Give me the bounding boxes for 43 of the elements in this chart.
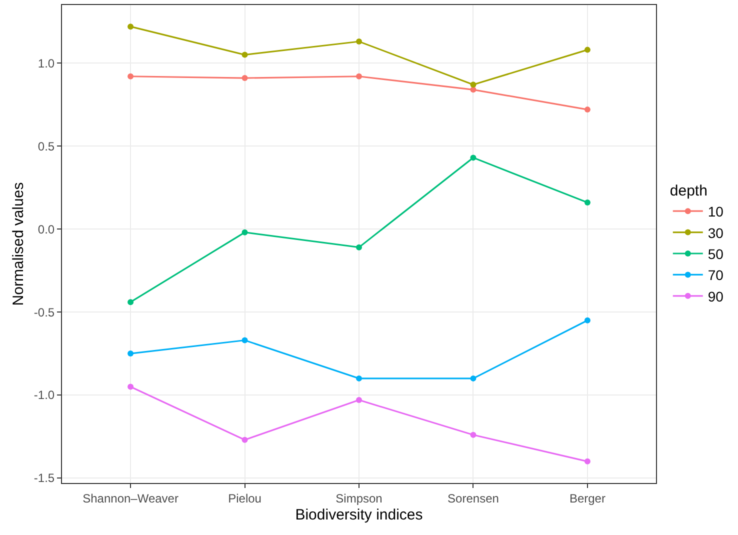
point [128,384,134,390]
point [242,52,248,58]
legend-label: 10 [708,204,724,220]
y-tick-label: 1.0 [38,56,55,70]
x-tick-label: Pielou [228,491,262,506]
point [242,75,248,82]
point [584,46,590,53]
point [584,200,590,206]
legend-label: 70 [708,267,724,284]
point [470,154,476,161]
point [128,299,134,306]
x-tick-label: Shannon–Weaver [82,491,178,506]
y-tick-label: -1.5 [34,471,55,486]
point [242,436,248,443]
x-axis-title: Biodiversity indices [295,506,423,524]
point [356,38,362,45]
legend-title: depth [670,182,708,200]
point [128,24,134,30]
x-tick-label: Sorensen [448,491,499,506]
point [584,106,590,113]
x-tick-label: Simpson [336,491,382,506]
point [470,82,476,88]
point [470,432,476,438]
y-tick-label: 0.5 [38,139,55,154]
point [356,244,362,250]
y-tick-label: 0.0 [38,222,55,236]
point [356,73,362,80]
point [584,458,590,464]
y-tick-label: -0.5 [34,305,55,320]
legend-label: 30 [708,224,724,241]
point [356,397,362,404]
point [470,375,476,382]
legend-label: 50 [708,246,724,262]
y-tick-label: -1.0 [34,388,55,402]
point [242,229,248,236]
point [356,375,362,382]
point [128,73,134,80]
point [242,337,248,344]
x-tick-label: Berger [569,491,606,506]
point [584,317,590,324]
point [128,350,134,357]
legend-label: 90 [708,288,724,304]
y-axis-title: Normalised values [10,182,28,306]
